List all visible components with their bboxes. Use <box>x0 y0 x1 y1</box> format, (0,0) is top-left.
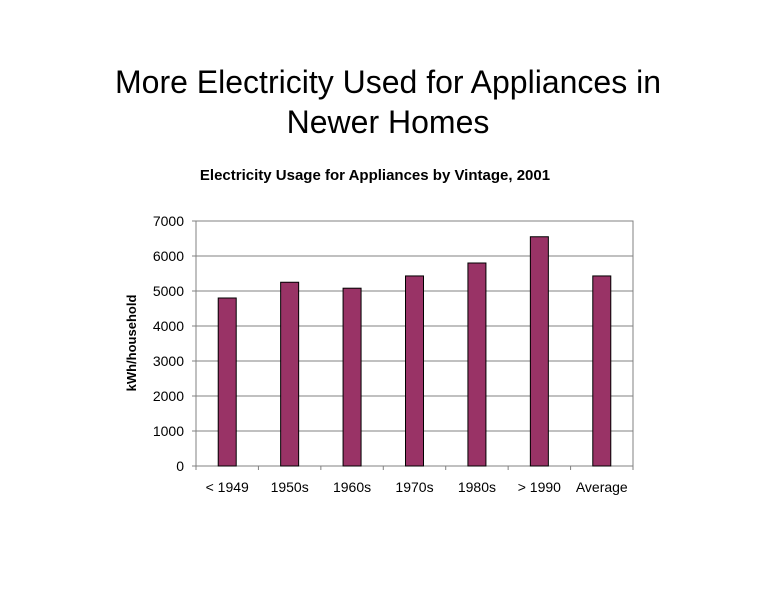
y-tick-labels: 0 1000 2000 3000 4000 5000 6000 7000 <box>153 213 184 474</box>
slide-title-line-1: More Electricity Used for Appliances in <box>115 64 661 100</box>
x-tick-label: Average <box>576 479 628 495</box>
x-tick-label: 1960s <box>333 479 371 495</box>
bar <box>217 297 237 467</box>
slide-title-line-2: Newer Homes <box>286 104 490 140</box>
y-tick-label: 7000 <box>153 213 184 229</box>
bar <box>280 281 300 467</box>
slide-title: More Electricity Used for Appliances in … <box>0 62 776 142</box>
x-tick-label: > 1990 <box>518 479 561 495</box>
y-tick-label: 3000 <box>153 353 184 369</box>
chart-title: Electricity Usage for Appliances by Vint… <box>200 167 550 184</box>
x-tick-label: 1970s <box>395 479 433 495</box>
x-tick-labels: < 1949 1950s 1960s 1970s 1980s > 1990 Average <box>206 479 628 495</box>
plot-area: 0 1000 2000 3000 4000 5000 6000 7000 < 1949 1950… <box>153 213 634 495</box>
y-tick-label: 2000 <box>153 388 184 404</box>
bar <box>592 275 612 467</box>
bars <box>217 236 612 467</box>
y-tick-label: 6000 <box>153 248 184 264</box>
x-tick-label: < 1949 <box>206 479 249 495</box>
x-tick-label: 1980s <box>458 479 496 495</box>
y-tick-label: 5000 <box>153 283 184 299</box>
y-axis-label: kWh/household <box>124 295 139 392</box>
bar <box>529 236 549 467</box>
bar <box>467 262 487 467</box>
bar <box>342 287 362 467</box>
y-tick-label: 1000 <box>153 423 184 439</box>
y-tick-label: 4000 <box>153 318 184 334</box>
y-tick-label: 0 <box>176 458 184 474</box>
x-tick-label: 1950s <box>271 479 309 495</box>
bar <box>405 275 424 467</box>
